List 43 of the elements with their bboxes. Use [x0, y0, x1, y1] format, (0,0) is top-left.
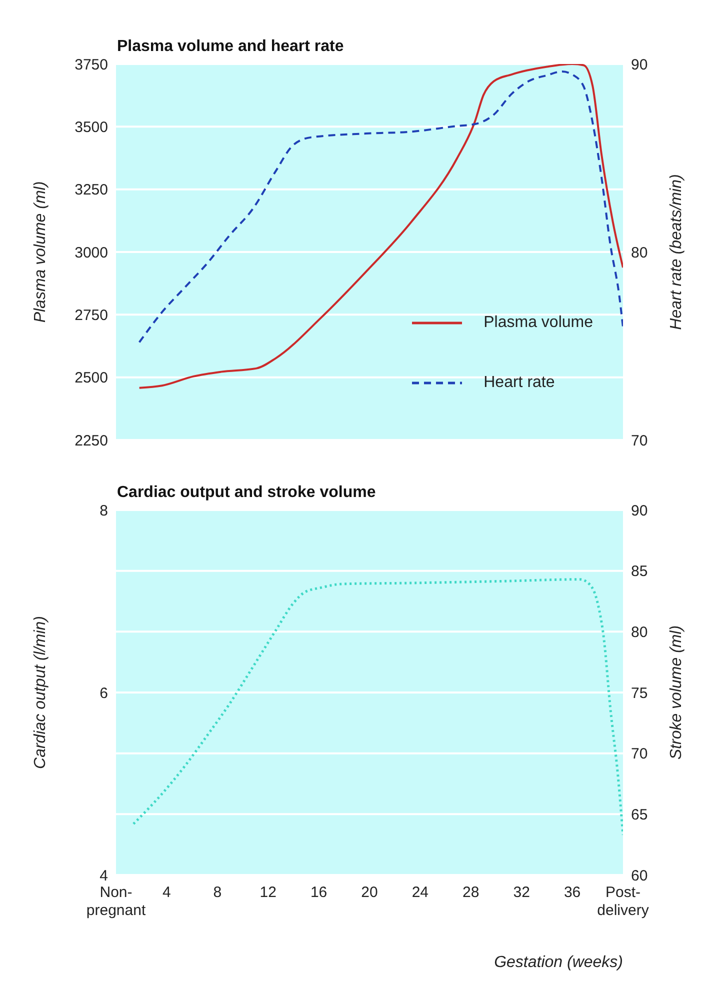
y-tick-label: 3250 [74, 182, 108, 199]
y-tick-label: 2750 [74, 306, 108, 324]
y2-tick-label: 80 [631, 244, 648, 262]
y-tick-label: 8 [100, 502, 108, 520]
x-axis-title: Gestation (weeks) [494, 954, 623, 971]
y-tick-label: 3000 [74, 244, 108, 262]
x-tick-label: Post-delivery [597, 884, 650, 919]
y2-tick-label: 90 [631, 502, 648, 520]
x-tick-label: 8 [213, 884, 222, 901]
y2-axis-title: Stroke volume (ml) [668, 625, 685, 760]
y-tick-label: 4 [100, 867, 108, 884]
chart-title: Plasma volume and heart rate [117, 38, 344, 56]
x-tick-label: 24 [412, 884, 429, 901]
line-series [132, 578, 623, 836]
legend-label: Heart rate [484, 374, 555, 392]
y2-tick-label: 70 [631, 746, 648, 763]
line-series [138, 70, 623, 344]
y-tick-label: 3500 [74, 118, 108, 136]
x-tick-label: 36 [564, 884, 581, 901]
legend-label: Plasma volume [484, 314, 593, 332]
chart-title: Cardiac output and stroke volume [117, 484, 376, 502]
y2-tick-label: 70 [631, 432, 648, 450]
y2-tick-label: 60 [631, 867, 648, 884]
y2-axis-title: Heart rate (beats/min) [668, 174, 685, 330]
y2-tick-label: 75 [631, 684, 648, 702]
y2-tick-label: 90 [631, 56, 648, 74]
x-tick-label: 16 [310, 884, 328, 901]
line-series [138, 64, 623, 389]
y-tick-label: 3750 [74, 56, 108, 74]
x-tick-label: Non-pregnant [86, 884, 146, 919]
y-tick-label: 6 [100, 684, 108, 702]
x-tick-label: 20 [361, 884, 378, 901]
y2-tick-label: 85 [631, 563, 648, 580]
x-tick-label: 32 [513, 884, 530, 901]
y2-tick-label: 65 [631, 806, 648, 824]
y-tick-label: 2250 [74, 432, 108, 450]
x-tick-label: 12 [260, 884, 276, 901]
y2-tick-label: 80 [631, 624, 648, 641]
y-axis-title: Cardiac output (l/min) [32, 616, 49, 769]
y-tick-label: 2500 [74, 370, 108, 387]
x-tick-label: 4 [162, 884, 171, 901]
x-tick-label: 28 [462, 884, 480, 901]
y-axis-title: Plasma volume (ml) [32, 181, 49, 323]
